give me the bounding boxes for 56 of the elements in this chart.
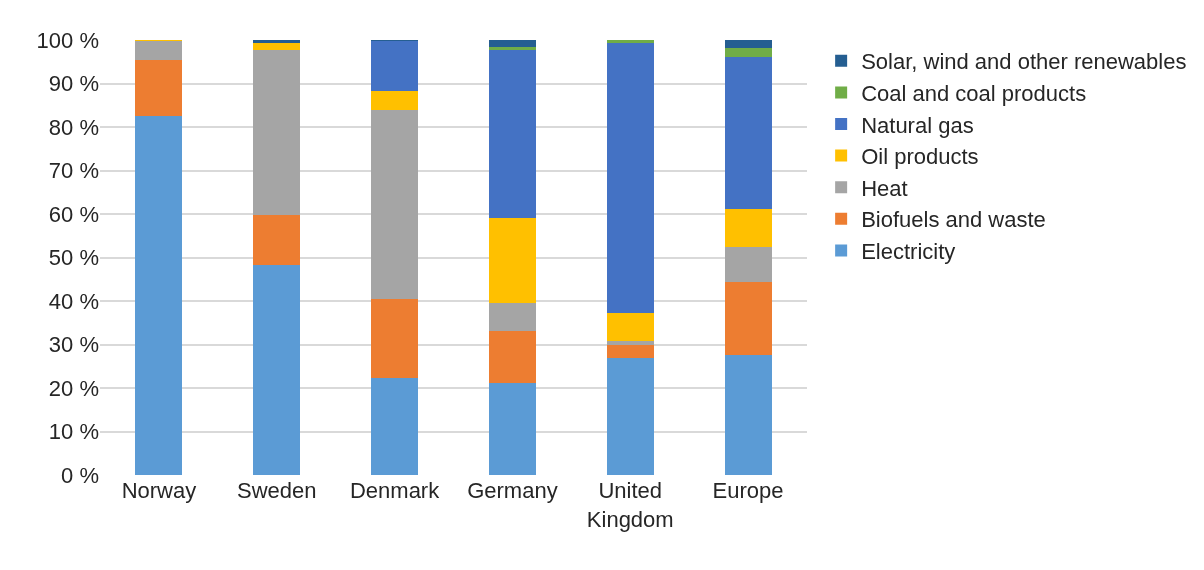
bar bbox=[253, 50, 301, 215]
bar bbox=[724, 56, 772, 209]
bar bbox=[371, 91, 419, 110]
bar bbox=[606, 43, 654, 314]
bar bbox=[371, 109, 419, 299]
legend-label: Natural gas bbox=[861, 112, 974, 138]
y-tick-label: 90 % bbox=[48, 71, 99, 97]
bar bbox=[488, 303, 536, 332]
bar bbox=[371, 40, 419, 92]
bar bbox=[606, 341, 654, 346]
y-tick-label: 100 % bbox=[36, 27, 99, 53]
bar bbox=[253, 40, 301, 43]
bar bbox=[371, 298, 419, 379]
legend-label: Coal and coal products bbox=[861, 80, 1087, 106]
legend-label: Oil products bbox=[861, 144, 979, 170]
bar bbox=[724, 354, 772, 475]
bar bbox=[488, 40, 536, 47]
bar bbox=[606, 313, 654, 342]
y-tick-label: 70 % bbox=[48, 158, 99, 184]
y-tick-label: 60 % bbox=[48, 201, 99, 227]
bar bbox=[253, 265, 301, 475]
bar bbox=[253, 42, 301, 50]
y-tick-label: 40 % bbox=[48, 288, 99, 314]
bar bbox=[724, 247, 772, 283]
x-tick-label: Sweden bbox=[236, 478, 317, 503]
bar bbox=[488, 46, 536, 50]
x-tick-label: Norway bbox=[121, 478, 197, 503]
legend-label: Heat bbox=[861, 175, 908, 201]
legend-label: Solar, wind and other renewables bbox=[861, 49, 1187, 75]
bar bbox=[606, 358, 654, 475]
bar bbox=[488, 331, 536, 383]
y-tick-label: 0 % bbox=[61, 462, 99, 488]
y-tick-label: 10 % bbox=[48, 419, 99, 445]
bar bbox=[724, 282, 772, 355]
bar bbox=[135, 59, 183, 117]
bar bbox=[135, 116, 183, 475]
x-tick-label: Germany bbox=[467, 478, 558, 503]
x-tick-label: Europe bbox=[712, 478, 784, 503]
bar bbox=[606, 345, 654, 359]
bar bbox=[135, 40, 183, 60]
bar bbox=[488, 217, 536, 304]
y-tick-label: 20 % bbox=[48, 375, 99, 401]
bar bbox=[371, 378, 419, 475]
bar bbox=[724, 47, 772, 57]
bar bbox=[253, 214, 301, 266]
legend-label: Biofuels and waste bbox=[861, 207, 1046, 233]
bar bbox=[488, 382, 536, 475]
bar bbox=[488, 49, 536, 218]
y-tick-label: 30 % bbox=[48, 332, 99, 358]
bar bbox=[724, 40, 772, 48]
y-tick-label: 50 % bbox=[48, 245, 99, 271]
legend-label: Electricity bbox=[861, 238, 956, 264]
y-tick-label: 80 % bbox=[48, 114, 99, 140]
bar bbox=[724, 208, 772, 248]
x-tick-label: United Kingdom bbox=[586, 478, 674, 532]
x-tick-label: Denmark bbox=[349, 478, 441, 503]
